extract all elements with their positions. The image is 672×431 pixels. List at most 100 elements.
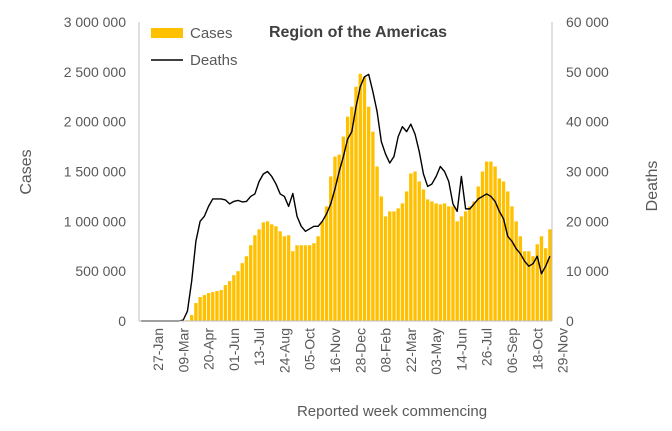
cases-bar (240, 263, 244, 321)
cases-bar (307, 245, 312, 321)
cases-bars (181, 73, 552, 322)
cases-bar (295, 245, 299, 321)
x-tick-label: 16-Nov (327, 328, 343, 373)
cases-bar (194, 303, 198, 321)
cases-bar (501, 181, 506, 321)
cases-bar (425, 199, 430, 321)
cases-bar (215, 291, 219, 321)
y-left-tick-label: 2 000 000 (64, 114, 126, 130)
cases-bar (417, 181, 421, 321)
cases-bar (404, 191, 409, 321)
cases-bar (282, 236, 287, 321)
y-left-tick-label: 3 000 000 (64, 14, 126, 30)
x-tick-label: 03-May (428, 328, 444, 375)
cases-bar (362, 76, 367, 321)
cases-bar (409, 173, 413, 321)
cases-bar (396, 208, 400, 321)
y-left-tick-label: 1 500 000 (64, 164, 126, 180)
cases-bar (274, 226, 278, 321)
cases-bar (223, 285, 228, 321)
cases-bar (518, 236, 523, 321)
y-right-tick-label: 0 (566, 313, 574, 329)
cases-bar (324, 206, 329, 321)
y-right-tick-label: 30 000 (566, 164, 609, 180)
cases-bar (202, 295, 207, 321)
cases-bar (341, 136, 346, 321)
cases-bar (261, 222, 266, 321)
x-axis-ticks: 27-Jan 09-Mar 20-Apr 01-Jun 13-Jul 24-Aug 05-O… (150, 328, 571, 375)
cases-bar (291, 251, 295, 321)
cases-bar (320, 221, 325, 321)
cases-bar (489, 161, 493, 321)
x-tick-label: 29-Nov (555, 328, 571, 373)
cases-bar (388, 211, 392, 321)
y-right-axis-label: Deaths (644, 161, 661, 212)
y-left-tick-label: 1 000 000 (64, 213, 126, 229)
chart-title: Region of the Americas (269, 24, 447, 41)
cases-bar (278, 231, 282, 321)
cases-bar (506, 191, 510, 321)
cases-bar (434, 203, 438, 321)
cases-bar (442, 203, 447, 321)
cases-bar (493, 166, 497, 321)
cases-bar (535, 244, 539, 321)
cases-bar (455, 221, 459, 321)
cases-bar (265, 221, 270, 321)
cases-bar (383, 216, 388, 321)
x-axis-label: Reported week commencing (297, 403, 487, 420)
cases-bar (312, 243, 316, 321)
cases-bar (219, 290, 223, 321)
cases-bar (286, 235, 291, 321)
cases-bar (459, 216, 464, 321)
cases-bar (451, 206, 455, 321)
cases-bar (253, 235, 257, 321)
cases-bar (472, 201, 476, 321)
cases-bar (476, 186, 480, 321)
cases-bar (350, 106, 354, 321)
cases-bar (206, 293, 211, 321)
y-left-axis-label: Cases (18, 149, 35, 194)
cases-bar (447, 206, 451, 321)
cases-bar (527, 251, 531, 321)
cases-bar (354, 86, 358, 321)
x-tick-label: 26-Jul (479, 328, 495, 366)
cases-bar (189, 315, 194, 321)
deaths-line (141, 73, 551, 322)
legend-cases-label: Cases (190, 25, 233, 42)
cases-bar (379, 196, 384, 321)
x-tick-label: 20-Apr (201, 328, 217, 370)
cases-bar (211, 292, 215, 321)
cases-bar (299, 245, 303, 321)
x-tick-label: 01-Jun (226, 328, 242, 371)
cases-bar (244, 256, 249, 321)
cases-bar (358, 73, 362, 321)
cases-bar (371, 131, 375, 321)
x-tick-label: 27-Jan (150, 328, 166, 371)
y-right-tick-label: 10 000 (566, 263, 609, 279)
cases-bar (421, 189, 426, 321)
cases-bar (510, 206, 514, 321)
left-axis-ticks: 0 500 000 1 000 000 1 500 000 2 000 000 2 500… (64, 14, 127, 329)
cases-bar (392, 211, 396, 321)
x-tick-label: 06-Sep (504, 328, 520, 373)
cases-bar (514, 221, 518, 321)
x-tick-label: 09-Mar (175, 328, 191, 373)
x-tick-label: 08-Feb (378, 328, 394, 373)
cases-bar (316, 236, 320, 321)
legend: Cases Deaths (151, 25, 238, 69)
cases-bar (329, 176, 333, 321)
cases-bar (463, 211, 468, 321)
x-tick-label: 18-Oct (529, 328, 545, 370)
cases-bar (531, 256, 535, 321)
cases-bar (270, 224, 274, 321)
cases-bar (248, 245, 253, 321)
y-left-tick-label: 0 (118, 313, 126, 329)
y-right-tick-label: 60 000 (566, 14, 609, 30)
cases-bar (303, 245, 308, 321)
cases-bar (257, 229, 261, 321)
cases-bar (375, 166, 379, 321)
x-tick-label: 28-Dec (352, 328, 368, 373)
y-right-tick-label: 20 000 (566, 213, 609, 229)
y-right-tick-label: 40 000 (566, 114, 609, 130)
